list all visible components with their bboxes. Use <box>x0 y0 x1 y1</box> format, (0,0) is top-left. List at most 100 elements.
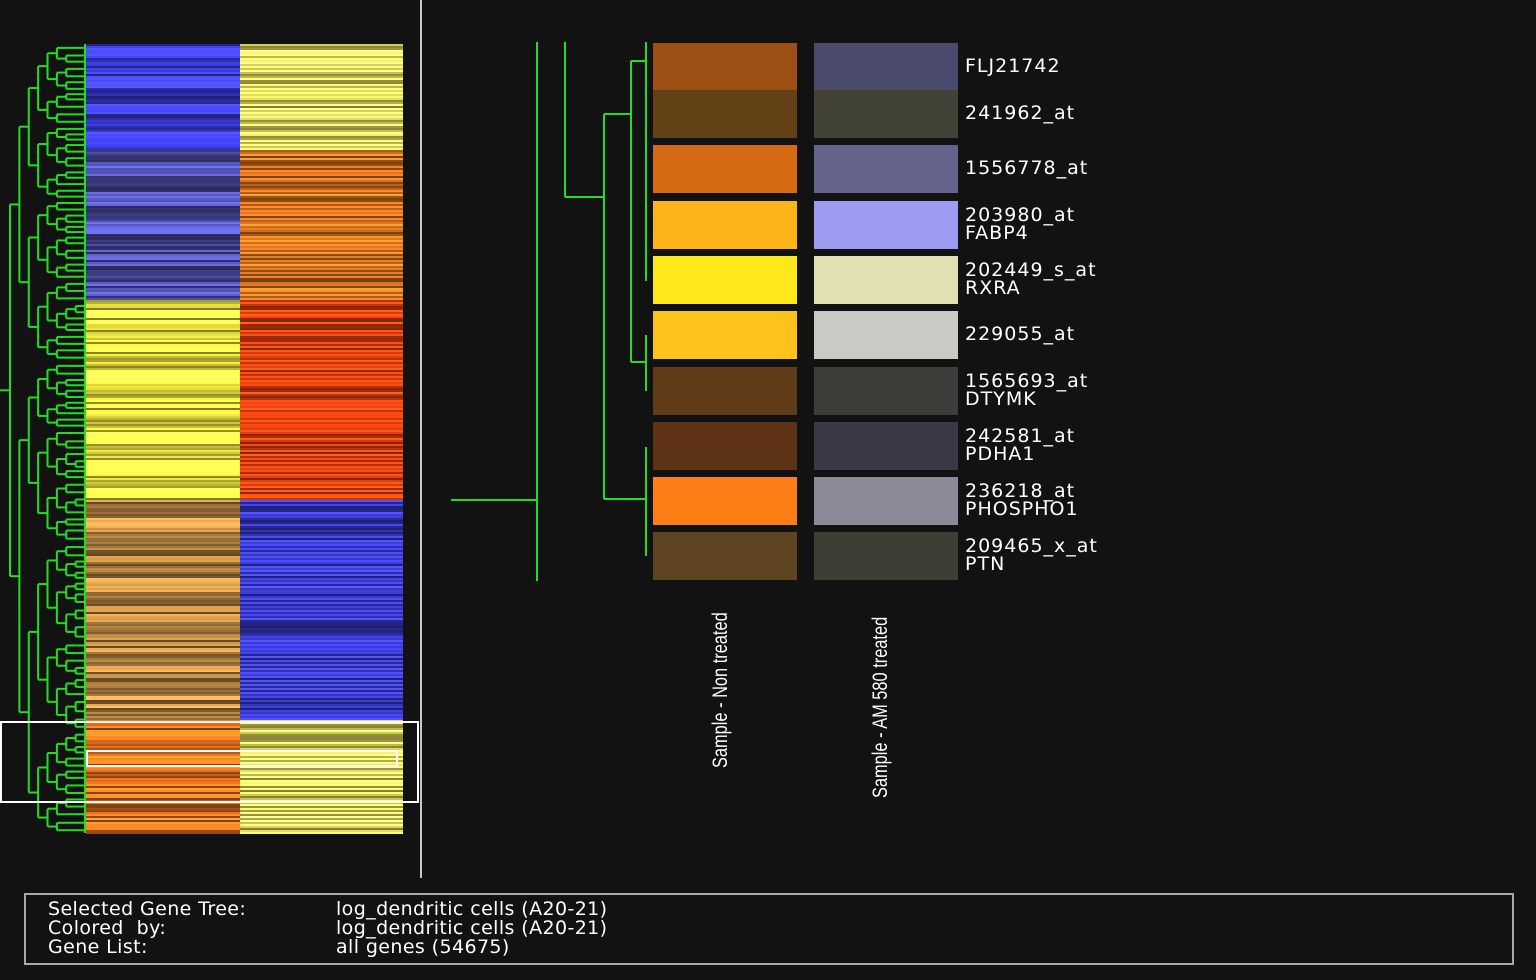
heatmap-row-left[interactable] <box>86 808 240 810</box>
heatmap-row-left[interactable] <box>86 434 240 436</box>
heatmap-row-right[interactable] <box>240 428 403 430</box>
heatmap-row-left[interactable] <box>86 224 240 226</box>
heatmap-row-right[interactable] <box>240 604 403 606</box>
heatmap-row-right[interactable] <box>240 122 403 124</box>
heatmap-row-right[interactable] <box>240 316 403 318</box>
heatmap-row-left[interactable] <box>86 408 240 410</box>
heatmap-row-right[interactable] <box>240 790 403 792</box>
heatmap-row-right[interactable] <box>240 148 403 150</box>
heatmap-row-right[interactable] <box>240 346 403 348</box>
heatmap-row-right[interactable] <box>240 778 403 780</box>
heatmap-row-right[interactable] <box>240 432 403 434</box>
heatmap-row-right[interactable] <box>240 632 403 634</box>
heatmap-row-right[interactable] <box>240 528 403 530</box>
heatmap-row-right[interactable] <box>240 98 403 100</box>
heatmap-row-right[interactable] <box>240 464 403 466</box>
heatmap-row-right[interactable] <box>240 100 403 102</box>
heatmap-row-left[interactable] <box>86 460 240 462</box>
heatmap-row-right[interactable] <box>240 166 403 168</box>
heatmap-row-right[interactable] <box>240 246 403 248</box>
heatmap-row-right[interactable] <box>240 500 403 502</box>
heatmap-row-left[interactable] <box>86 66 240 68</box>
heatmap-row-right[interactable] <box>240 306 403 308</box>
heatmap-row-right[interactable] <box>240 442 403 444</box>
heatmap-row-left[interactable] <box>86 474 240 476</box>
heatmap-row-right[interactable] <box>240 566 403 568</box>
heatmap-row-right[interactable] <box>240 668 403 670</box>
heatmap-row-left[interactable] <box>86 230 240 232</box>
heatmap-row-left[interactable] <box>86 502 240 504</box>
heatmap-row-left[interactable] <box>86 332 240 334</box>
heatmap-row-left[interactable] <box>86 190 240 192</box>
heatmap-row-left[interactable] <box>86 724 240 726</box>
heatmap-row-right[interactable] <box>240 354 403 356</box>
heatmap-row-right[interactable] <box>240 702 403 704</box>
heatmap-row-right[interactable] <box>240 358 403 360</box>
heatmap-row-right[interactable] <box>240 90 403 92</box>
heatmap-row-left[interactable] <box>86 684 240 686</box>
heatmap-row-left[interactable] <box>86 328 240 330</box>
heatmap-row-right[interactable] <box>240 272 403 274</box>
heatmap-row-right[interactable] <box>240 66 403 68</box>
heatmap-row-left[interactable] <box>86 106 240 108</box>
heatmap-row-left[interactable] <box>86 112 240 114</box>
heatmap-row-left[interactable] <box>86 700 240 702</box>
gene-label[interactable]: 1556778_at <box>965 159 1088 178</box>
heatmap-row-right[interactable] <box>240 554 403 556</box>
heatmap-row-right[interactable] <box>240 694 403 696</box>
heatmap-row-right[interactable] <box>240 164 403 166</box>
heatmap-row-left[interactable] <box>86 788 240 790</box>
heatmap-row-left[interactable] <box>86 242 240 244</box>
heatmap-row-left[interactable] <box>86 74 240 76</box>
heatmap-row-left[interactable] <box>86 496 240 498</box>
heatmap-row-right[interactable] <box>240 742 403 744</box>
heatmap-row-left[interactable] <box>86 618 240 620</box>
heatmap-row-right[interactable] <box>240 698 403 700</box>
heatmap-row-right[interactable] <box>240 70 403 72</box>
heatmap-row-left[interactable] <box>86 816 240 818</box>
heatmap-row-left[interactable] <box>86 430 240 432</box>
heatmap-row-right[interactable] <box>240 308 403 310</box>
heatmap-row-right[interactable] <box>240 334 403 336</box>
heatmap-row-left[interactable] <box>86 732 240 734</box>
heatmap-row-left[interactable] <box>86 772 240 774</box>
heatmap-row-right[interactable] <box>240 482 403 484</box>
heatmap-row-left[interactable] <box>86 60 240 62</box>
heatmap-row-right[interactable] <box>240 244 403 246</box>
heatmap-row-right[interactable] <box>240 118 403 120</box>
heatmap-row-right[interactable] <box>240 550 403 552</box>
heatmap-row-right[interactable] <box>240 774 403 776</box>
heatmap-row-left[interactable] <box>86 590 240 592</box>
heatmap-row-left[interactable] <box>86 306 240 308</box>
heatmap-row-right[interactable] <box>240 594 403 596</box>
heatmap-row-left[interactable] <box>86 668 240 670</box>
heatmap-row-right[interactable] <box>240 224 403 226</box>
heatmap-row-left[interactable] <box>86 520 240 522</box>
heatmap-row-right[interactable] <box>240 124 403 126</box>
heatmap-row-left[interactable] <box>86 752 240 754</box>
heatmap-row-left[interactable] <box>86 198 240 200</box>
heatmap-row-left[interactable] <box>86 566 240 568</box>
heatmap-row-left[interactable] <box>86 778 240 780</box>
heatmap-row-right[interactable] <box>240 420 403 422</box>
heatmap-row-left[interactable] <box>86 366 240 368</box>
heatmap-row-left[interactable] <box>86 454 240 456</box>
heatmap-row-left[interactable] <box>86 258 240 260</box>
heatmap-row-left[interactable] <box>86 442 240 444</box>
heatmap-row-right[interactable] <box>240 310 403 312</box>
heatmap-row-right[interactable] <box>240 630 403 632</box>
heatmap-row-left[interactable] <box>86 394 240 396</box>
heatmap-row-left[interactable] <box>86 598 240 600</box>
heatmap-row-left[interactable] <box>86 438 240 440</box>
heatmap-row-right[interactable] <box>240 54 403 56</box>
heatmap-row-left[interactable] <box>86 280 240 282</box>
heatmap-row-right[interactable] <box>240 606 403 608</box>
heatmap-row-right[interactable] <box>240 730 403 732</box>
heatmap-row-left[interactable] <box>86 182 240 184</box>
heatmap-row-left[interactable] <box>86 542 240 544</box>
heatmap-row-right[interactable] <box>240 466 403 468</box>
heatmap-row-left[interactable] <box>86 48 240 50</box>
heatmap-row-right[interactable] <box>240 184 403 186</box>
heatmap-row-left[interactable] <box>86 580 240 582</box>
heatmap-row-right[interactable] <box>240 754 403 756</box>
